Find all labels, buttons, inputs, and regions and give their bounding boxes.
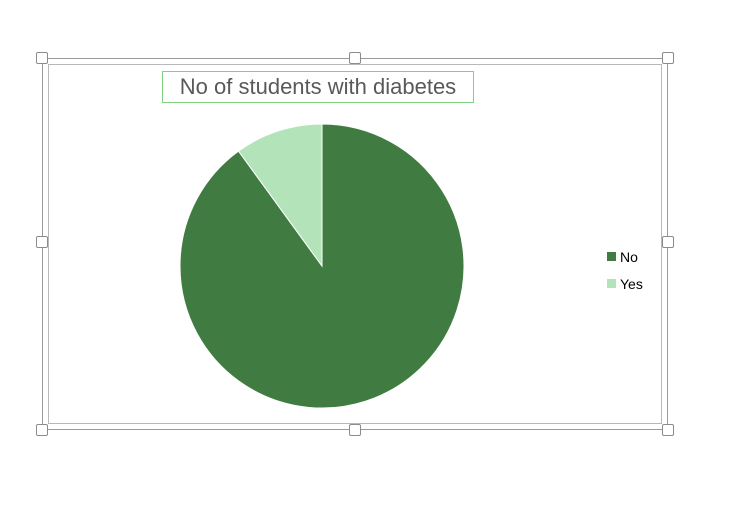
legend[interactable]: No Yes bbox=[607, 243, 643, 297]
resize-handle-right[interactable] bbox=[662, 236, 674, 248]
resize-handle-bottom-right[interactable] bbox=[662, 424, 674, 436]
legend-item-yes[interactable]: Yes bbox=[607, 270, 643, 297]
resize-handle-left[interactable] bbox=[36, 236, 48, 248]
legend-label-no: No bbox=[620, 248, 638, 265]
legend-swatch-yes bbox=[607, 279, 616, 288]
resize-handle-top-right[interactable] bbox=[662, 52, 674, 64]
resize-handle-bottom[interactable] bbox=[349, 424, 361, 436]
legend-item-no[interactable]: No bbox=[607, 243, 643, 270]
resize-handle-bottom-left[interactable] bbox=[36, 424, 48, 436]
legend-label-yes: Yes bbox=[620, 275, 643, 292]
legend-swatch-no bbox=[607, 252, 616, 261]
pie-slice-yes[interactable] bbox=[237, 123, 323, 268]
resize-handle-top[interactable] bbox=[349, 52, 361, 64]
resize-handle-top-left[interactable] bbox=[36, 52, 48, 64]
chart-title[interactable]: No of students with diabetes bbox=[162, 71, 474, 103]
